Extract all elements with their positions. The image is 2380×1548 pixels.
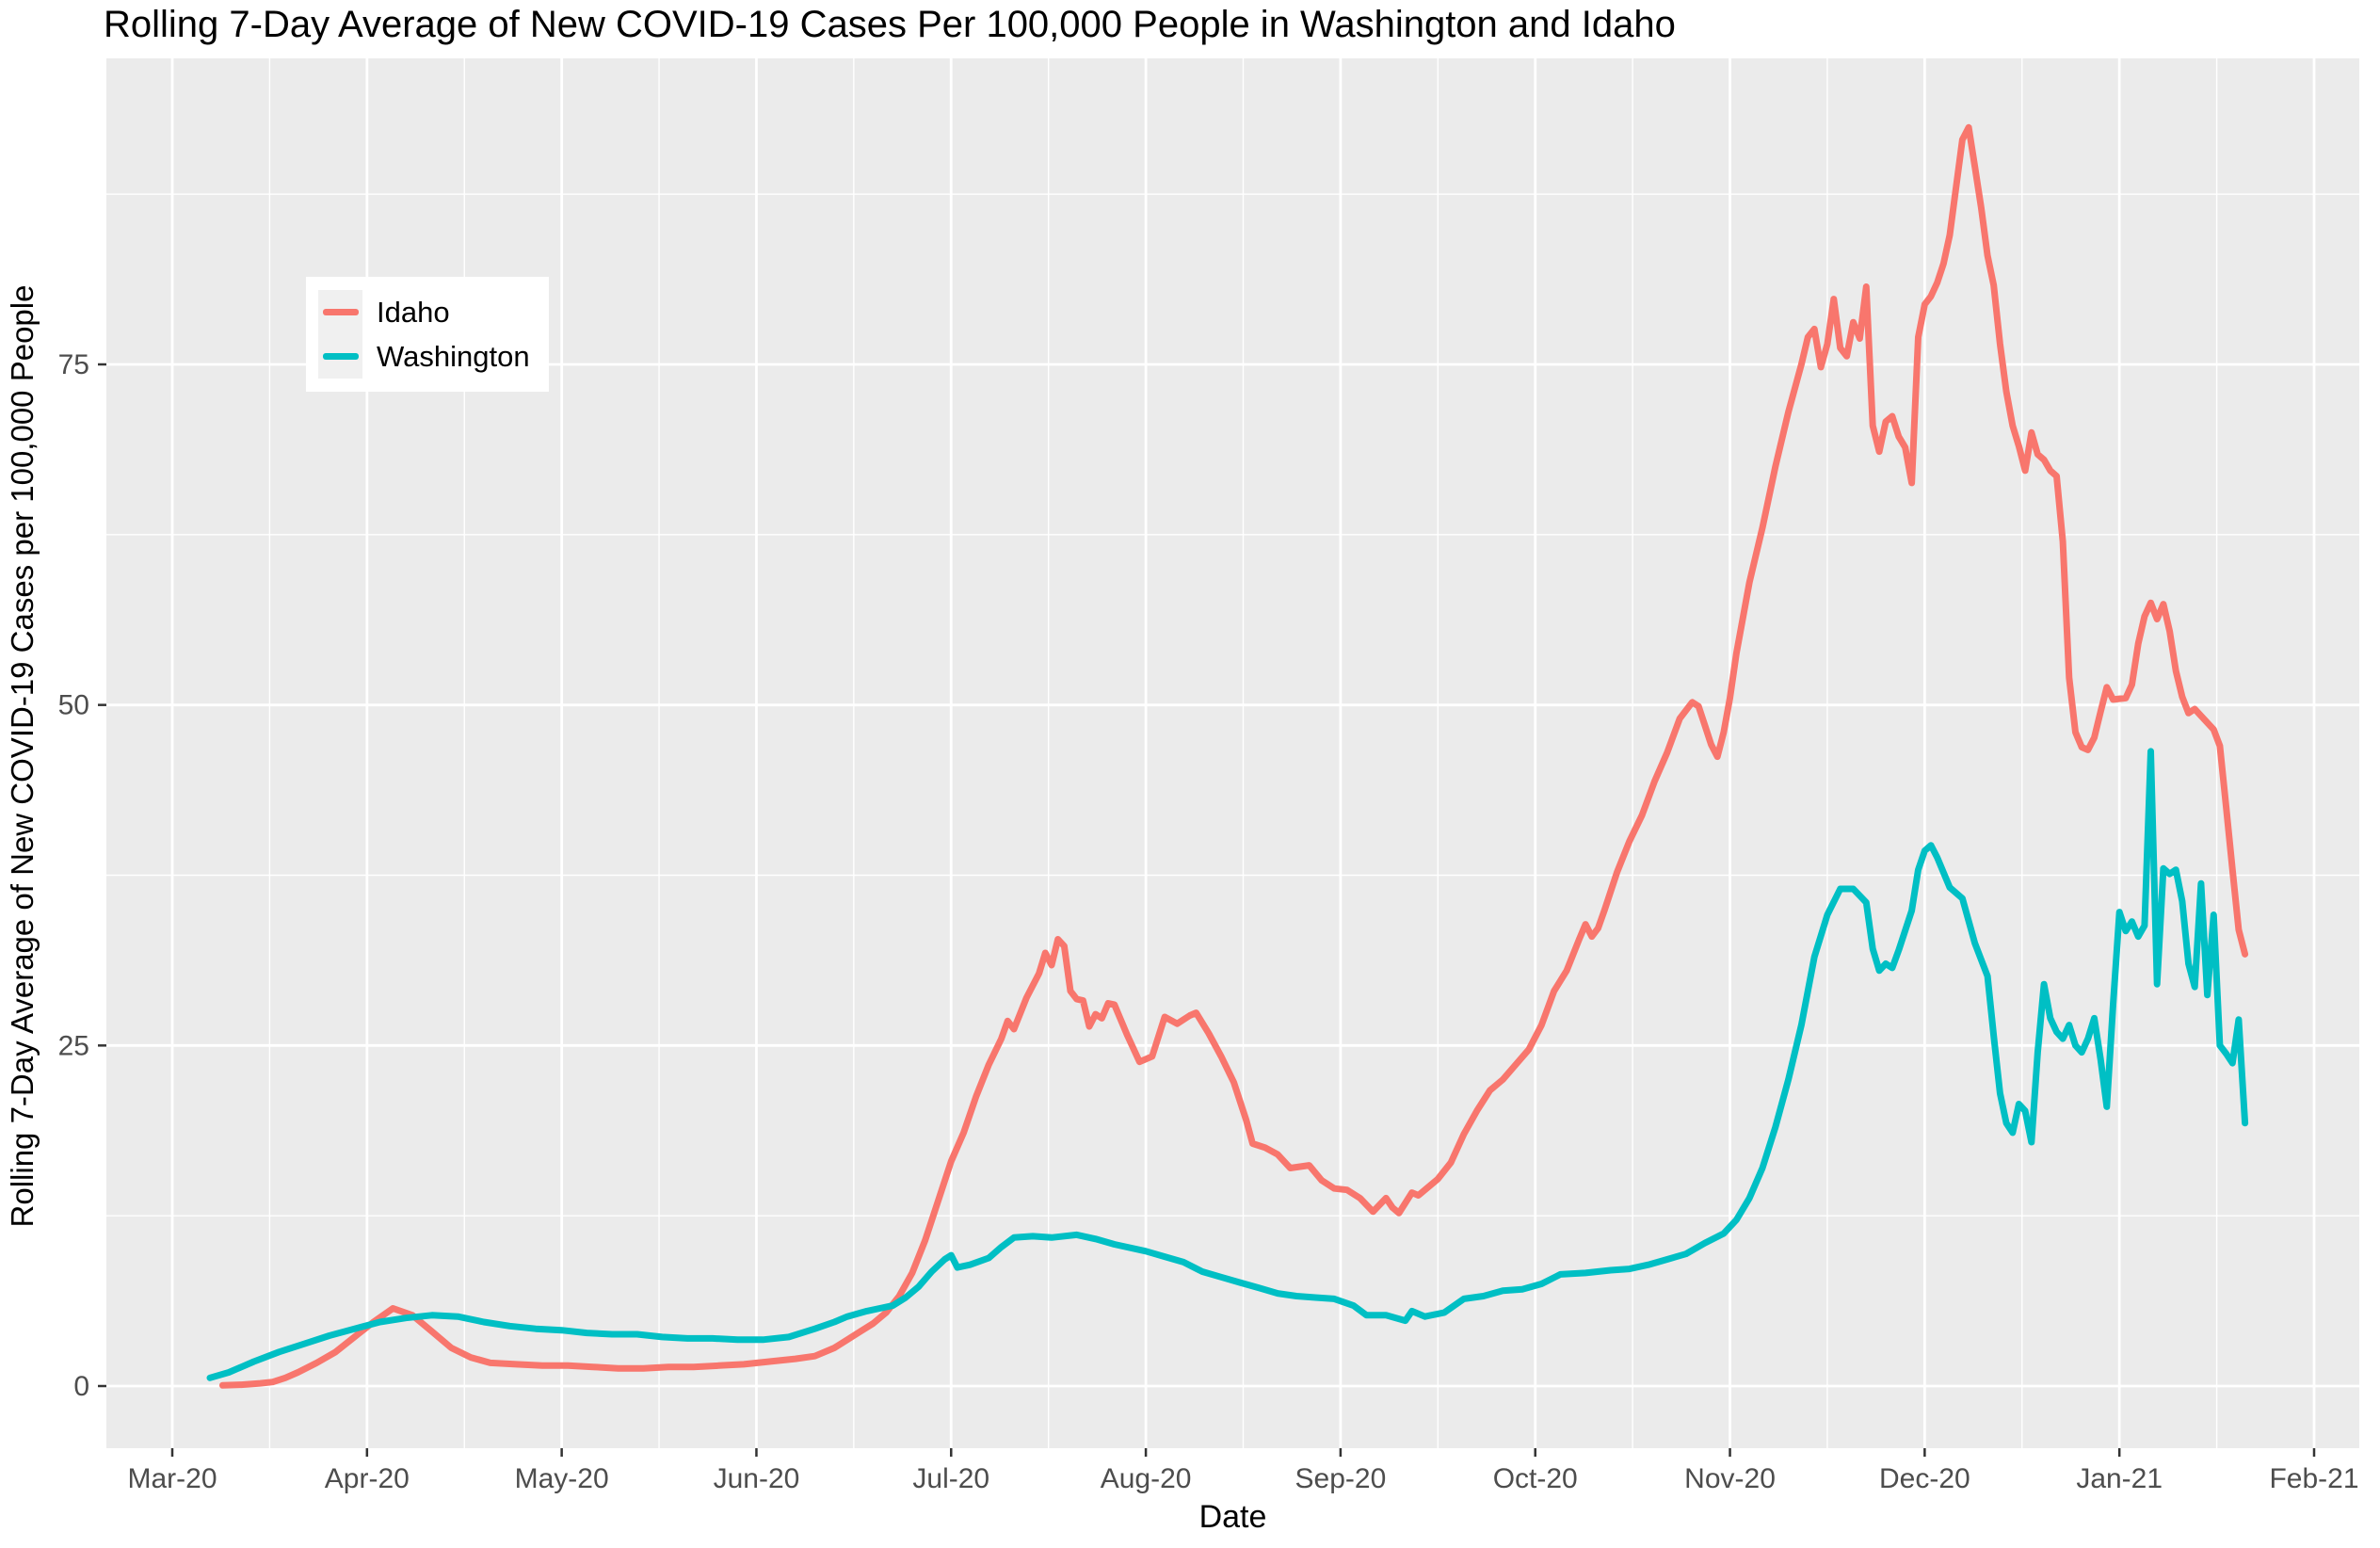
y-tick-label: 50 [58, 690, 89, 721]
idaho-line [218, 123, 2249, 1389]
x-tick-label: Aug-20 [1101, 1463, 1192, 1494]
x-tick-label: Dec-20 [1879, 1463, 1970, 1494]
y-tick-label: 0 [73, 1371, 89, 1402]
x-tick-label: Mar-20 [127, 1463, 217, 1494]
legend-line-swatch [322, 353, 359, 360]
x-tick-label: Jun-20 [714, 1463, 800, 1494]
x-tick-label: Feb-21 [2269, 1463, 2358, 1494]
x-tick-label: Jan-21 [2076, 1463, 2163, 1494]
x-tick-label: May-20 [515, 1463, 609, 1494]
legend: Idaho Washington [306, 277, 549, 392]
chart-panel [106, 58, 2359, 1448]
legend-item-idaho: Idaho [318, 290, 530, 334]
chart-title: Rolling 7-Day Average of New COVID-19 Ca… [104, 4, 1676, 45]
y-axis-title: Rolling 7-Day Average of New COVID-19 Ca… [5, 284, 40, 1228]
x-tick-label: Oct-20 [1493, 1463, 1578, 1494]
y-tick-label: 75 [58, 349, 89, 380]
x-axis-title: Date [1198, 1499, 1267, 1535]
legend-line-swatch [322, 309, 359, 315]
legend-label: Washington [377, 339, 530, 373]
y-tick-label: 25 [58, 1030, 89, 1061]
x-tick-label: Nov-20 [1684, 1463, 1776, 1494]
legend-key-washington [318, 334, 362, 379]
legend-item-washington: Washington [318, 334, 530, 379]
legend-key-idaho [318, 290, 362, 334]
x-tick-label: Sep-20 [1295, 1463, 1387, 1494]
x-tick-label: Jul-20 [912, 1463, 989, 1494]
legend-label: Idaho [377, 295, 450, 329]
washington-line [206, 748, 2249, 1381]
x-tick-label: Apr-20 [325, 1463, 410, 1494]
